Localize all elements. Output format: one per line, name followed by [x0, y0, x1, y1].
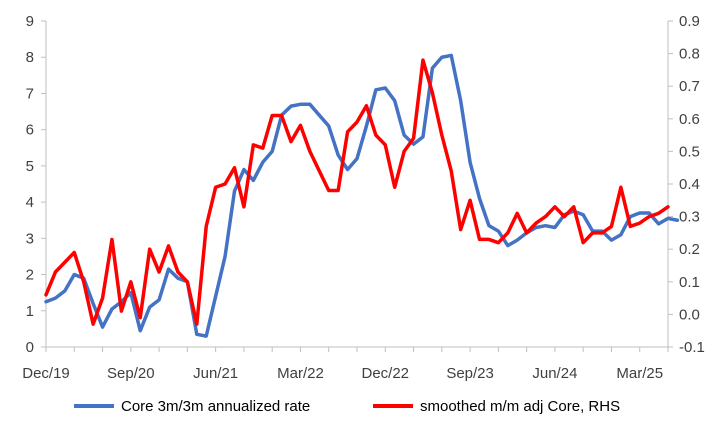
right-tick-label: 0.4 — [679, 176, 700, 193]
left-tick-label: 2 — [26, 267, 34, 284]
x-tick-label: Sep/23 — [446, 365, 494, 382]
legend: Core 3m/3m annualized rate smoothed m/m a… — [74, 398, 620, 415]
right-tick-label: 0.3 — [679, 209, 700, 226]
right-tick-label: 0.8 — [679, 46, 700, 63]
x-tick-label: Jun/21 — [193, 365, 238, 382]
left-tick-label: 8 — [26, 49, 34, 66]
series-line-core-3m3m — [44, 53, 680, 338]
left-tick-label: 9 — [26, 13, 34, 30]
x-tick-label: Mar/25 — [616, 365, 663, 382]
legend-label: smoothed m/m adj Core, RHS — [420, 398, 620, 415]
right-tick-label: 0.7 — [679, 78, 700, 95]
right-tick-label: 0.1 — [679, 274, 700, 291]
x-tick-label: Sep/20 — [107, 365, 155, 382]
x-tick-label: Dec/19 — [22, 365, 70, 382]
left-tick-label: 3 — [26, 230, 34, 247]
right-tick-label: -0.1 — [679, 339, 705, 356]
left-tick-label: 5 — [26, 158, 34, 175]
left-tick-label: 0 — [26, 339, 34, 356]
left-tick-label: 1 — [26, 303, 34, 320]
axes: 0 1 2 3 4 5 6 7 8 9 -0.1 0.0 0.1 0.2 0.3 0.4 0.5 0.6 0.7 0.… — [22, 13, 705, 382]
left-tick-label: 7 — [26, 85, 34, 102]
right-tick-label: 0.0 — [679, 306, 700, 323]
left-tick-label: 6 — [26, 122, 34, 139]
legend-label: Core 3m/3m annualized rate — [121, 398, 310, 415]
series-line-smoothed-mm-core — [44, 58, 670, 326]
right-tick-label: 0.9 — [679, 13, 700, 30]
left-tick-label: 4 — [26, 194, 34, 211]
right-tick-label: 0.6 — [679, 111, 700, 128]
x-tick-label: Jun/24 — [532, 365, 577, 382]
x-tick-label: Dec/22 — [362, 365, 410, 382]
right-tick-label: 0.2 — [679, 241, 700, 258]
x-tick-label: Mar/22 — [277, 365, 324, 382]
series-layer — [44, 53, 680, 338]
right-tick-label: 0.5 — [679, 143, 700, 160]
